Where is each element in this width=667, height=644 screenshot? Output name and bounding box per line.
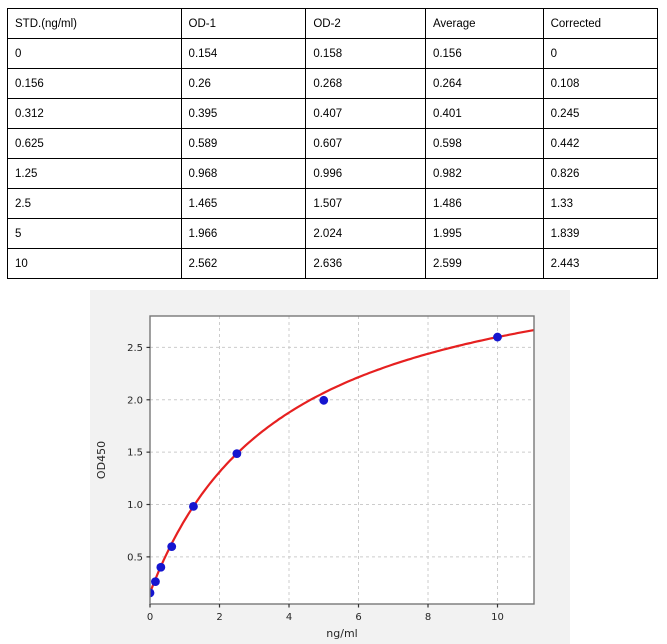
table-row: 0.3120.3950.4070.4010.245 <box>8 99 658 129</box>
x-tick-label: 10 <box>491 612 504 623</box>
table-row: 102.5622.6362.5992.443 <box>8 249 658 279</box>
table-cell: 1.995 <box>425 219 543 249</box>
data-point <box>151 577 160 586</box>
y-tick-label: 2.0 <box>127 395 143 406</box>
table-cell: 0.245 <box>543 99 657 129</box>
table-cell: 0.268 <box>306 69 426 99</box>
table-cell: 0.154 <box>181 39 306 69</box>
table-cell: 0 <box>8 39 182 69</box>
table-cell: 0.607 <box>306 129 426 159</box>
y-tick-label: 2.5 <box>127 343 143 354</box>
table-cell: 2.599 <box>425 249 543 279</box>
table-row: 1.250.9680.9960.9820.826 <box>8 159 658 189</box>
table-cell: 2.562 <box>181 249 306 279</box>
data-point <box>189 502 198 511</box>
table-cell: 0 <box>543 39 657 69</box>
table-header-row: STD.(ng/ml)OD-1OD-2AverageCorrected <box>8 9 658 39</box>
data-point <box>156 563 165 572</box>
column-header: OD-2 <box>306 9 426 39</box>
table-cell: 0.589 <box>181 129 306 159</box>
table-cell: 2.5 <box>8 189 182 219</box>
table-cell: 0.598 <box>425 129 543 159</box>
data-point <box>319 396 328 405</box>
table-cell: 10 <box>8 249 182 279</box>
data-point <box>232 449 241 458</box>
table-cell: 2.024 <box>306 219 426 249</box>
table-cell: 0.156 <box>425 39 543 69</box>
table-cell: 0.264 <box>425 69 543 99</box>
table-cell: 0.968 <box>181 159 306 189</box>
table-cell: 0.982 <box>425 159 543 189</box>
table-cell: 1.486 <box>425 189 543 219</box>
table-cell: 1.465 <box>181 189 306 219</box>
x-tick-label: 8 <box>425 612 431 623</box>
table-cell: 0.996 <box>306 159 426 189</box>
y-tick-label: 1.0 <box>127 500 143 511</box>
standard-curve-figure: 0 2 4 6 8 10 0.5 1.0 1.5 2.0 2.5 ng/ml OD450 <box>90 290 570 644</box>
table-row: 0.6250.5890.6070.5980.442 <box>8 129 658 159</box>
table-row: 51.9662.0241.9951.839 <box>8 219 658 249</box>
table-cell: 0.156 <box>8 69 182 99</box>
table-row: 0.1560.260.2680.2640.108 <box>8 69 658 99</box>
table-cell: 0.395 <box>181 99 306 129</box>
table-cell: 1.966 <box>181 219 306 249</box>
table-row: 2.51.4651.5071.4861.33 <box>8 189 658 219</box>
column-header: STD.(ng/ml) <box>8 9 182 39</box>
column-header: Corrected <box>543 9 657 39</box>
y-axis-label: OD450 <box>95 441 108 479</box>
table-cell: 0.401 <box>425 99 543 129</box>
table-cell: 5 <box>8 219 182 249</box>
table-cell: 0.625 <box>8 129 182 159</box>
column-header: Average <box>425 9 543 39</box>
column-header: OD-1 <box>181 9 306 39</box>
table-cell: 0.108 <box>543 69 657 99</box>
table-cell: 0.312 <box>8 99 182 129</box>
y-tick-label: 1.5 <box>127 448 143 459</box>
data-point <box>167 542 176 551</box>
plot-area <box>150 316 534 604</box>
data-point <box>493 333 502 342</box>
page: { "table": { "columns": ["STD.(ng/ml)", … <box>0 0 667 644</box>
x-tick-label: 6 <box>355 612 361 623</box>
table-cell: 0.826 <box>543 159 657 189</box>
x-axis-label: ng/ml <box>326 627 357 640</box>
table-cell: 1.507 <box>306 189 426 219</box>
table-cell: 0.407 <box>306 99 426 129</box>
x-tick-label: 0 <box>147 612 153 623</box>
table-cell: 1.25 <box>8 159 182 189</box>
table-row: 00.1540.1580.1560 <box>8 39 658 69</box>
standards-table: STD.(ng/ml)OD-1OD-2AverageCorrected 00.1… <box>7 8 658 279</box>
x-tick-label: 4 <box>286 612 292 623</box>
table-cell: 0.26 <box>181 69 306 99</box>
table-cell: 1.33 <box>543 189 657 219</box>
table-cell: 0.158 <box>306 39 426 69</box>
table-cell: 0.442 <box>543 129 657 159</box>
table-cell: 2.636 <box>306 249 426 279</box>
y-tick-label: 0.5 <box>127 552 143 563</box>
table-cell: 1.839 <box>543 219 657 249</box>
x-tick-label: 2 <box>216 612 222 623</box>
standard-curve-chart: 0 2 4 6 8 10 0.5 1.0 1.5 2.0 2.5 ng/ml OD450 <box>90 290 570 644</box>
table-cell: 2.443 <box>543 249 657 279</box>
